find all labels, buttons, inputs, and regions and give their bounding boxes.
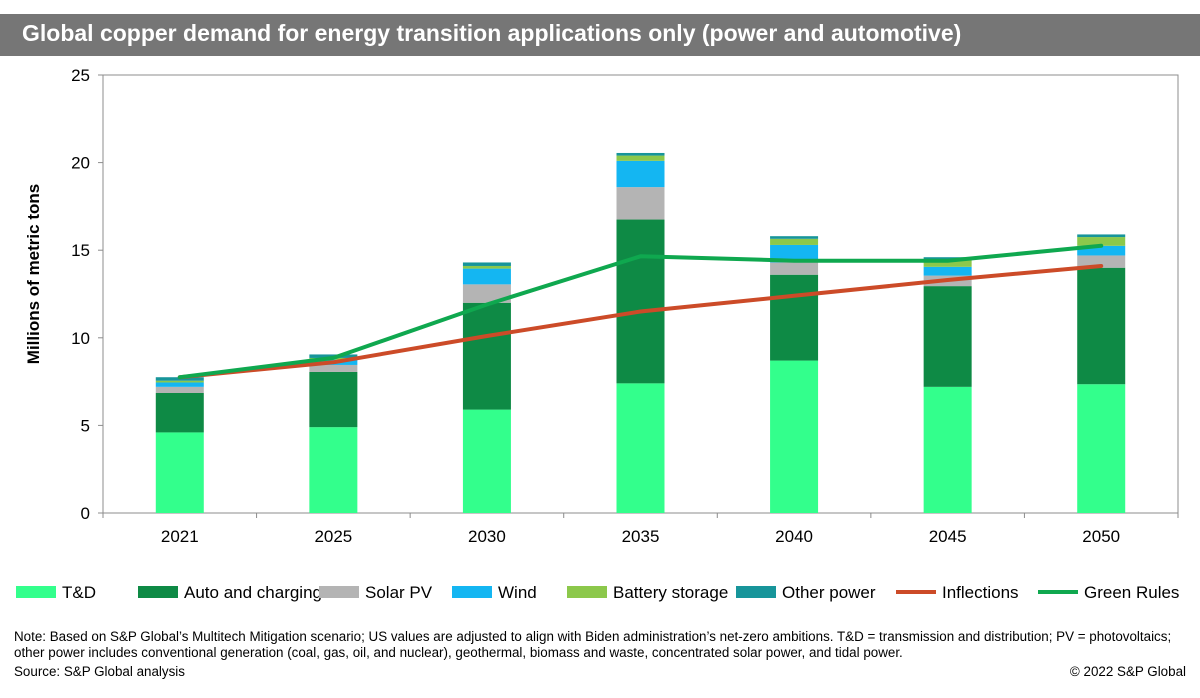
bar-segment-battery-storage	[1077, 237, 1126, 246]
bar-segment-wind	[462, 268, 511, 285]
bar-segment-auto-and-charging	[1077, 267, 1126, 385]
x-tick-label: 2021	[161, 527, 199, 546]
bar-segment-tandd	[309, 427, 358, 513]
y-tick-label: 25	[71, 66, 90, 85]
legend-label-tandd: T&D	[62, 583, 96, 602]
bar-segment-battery-storage	[770, 238, 819, 245]
bar-segment-other-power	[616, 152, 665, 156]
y-tick-label: 15	[71, 241, 90, 260]
bar-segment-wind	[1077, 245, 1126, 256]
bar-segment-tandd	[462, 409, 511, 513]
bar-segment-other-power	[770, 236, 819, 239]
legend-swatch-solar-pv	[319, 586, 359, 598]
bar-segment-solar-pv	[155, 386, 204, 393]
bar-segment-solar-pv	[309, 364, 358, 372]
bar-segment-battery-storage	[923, 259, 972, 267]
bar-segment-solar-pv	[1077, 255, 1126, 268]
line-series-inflections	[177, 264, 1104, 380]
bar-segment-auto-and-charging	[616, 219, 665, 384]
legend-swatch-battery-storage	[567, 586, 607, 598]
chart-copyright: © 2022 S&P Global	[1069, 664, 1186, 679]
legend-swatch-wind	[452, 586, 492, 598]
bar-segment-solar-pv	[462, 284, 511, 303]
x-tick-label: 2040	[775, 527, 813, 546]
y-tick-label: 5	[81, 416, 90, 435]
bar-segment-wind	[770, 244, 819, 263]
x-tick-label: 2050	[1082, 527, 1120, 546]
bar-segment-tandd	[923, 386, 972, 513]
legend-label-auto-and-charging: Auto and charging	[184, 583, 322, 602]
x-tick-label: 2030	[468, 527, 506, 546]
y-axis-title: Millions of metric tons	[24, 184, 43, 364]
x-tick-label: 2035	[622, 527, 660, 546]
bar-segment-battery-storage	[616, 155, 665, 161]
y-tick-label: 20	[71, 154, 90, 173]
bar-segment-auto-and-charging	[309, 371, 358, 428]
chart-note: Note: Based on S&P Global’s Multitech Mi…	[14, 629, 1172, 660]
x-tick-label: 2025	[314, 527, 352, 546]
bar-segment-auto-and-charging	[155, 392, 204, 433]
legend-swatch-other-power	[736, 586, 776, 598]
y-tick-label: 0	[81, 504, 90, 523]
legend-label-green-rules: Green Rules	[1084, 583, 1179, 602]
legend-label-other-power: Other power	[782, 583, 876, 602]
legend-label-wind: Wind	[498, 583, 537, 602]
y-tick-label: 10	[71, 329, 90, 348]
bar-segment-tandd	[616, 383, 665, 513]
legend-label-solar-pv: Solar PV	[365, 583, 433, 602]
bar-segment-other-power	[1077, 234, 1126, 238]
bar-segment-tandd	[770, 360, 819, 513]
bar-segment-auto-and-charging	[770, 274, 819, 361]
x-tick-label: 2045	[929, 527, 967, 546]
bar-segment-solar-pv	[616, 187, 665, 220]
chart-title: Global copper demand for energy transiti…	[22, 20, 962, 46]
bar-segment-auto-and-charging	[462, 302, 511, 410]
bar-segment-solar-pv	[770, 262, 819, 275]
bar-segment-battery-storage	[155, 380, 204, 383]
bar-segment-tandd	[1077, 384, 1126, 513]
bar-segment-other-power	[462, 262, 511, 266]
bar-segment-wind	[616, 160, 665, 188]
bar-segment-wind	[923, 266, 972, 276]
bar-segment-battery-storage	[462, 265, 511, 269]
bar-segment-other-power	[923, 257, 972, 260]
bar-segment-tandd	[155, 432, 204, 513]
line-series-green-rules	[177, 243, 1104, 380]
legend-swatch-tandd	[16, 586, 56, 598]
legend-swatch-auto-and-charging	[138, 586, 178, 598]
legend-label-inflections: Inflections	[942, 583, 1019, 602]
bar-segment-auto-and-charging	[923, 286, 972, 387]
chart-title-bar: Global copper demand for energy transiti…	[0, 14, 1200, 56]
legend-label-battery-storage: Battery storage	[613, 583, 728, 602]
bar-segment-wind	[155, 382, 204, 387]
chart-source: Source: S&P Global analysis	[14, 664, 185, 679]
